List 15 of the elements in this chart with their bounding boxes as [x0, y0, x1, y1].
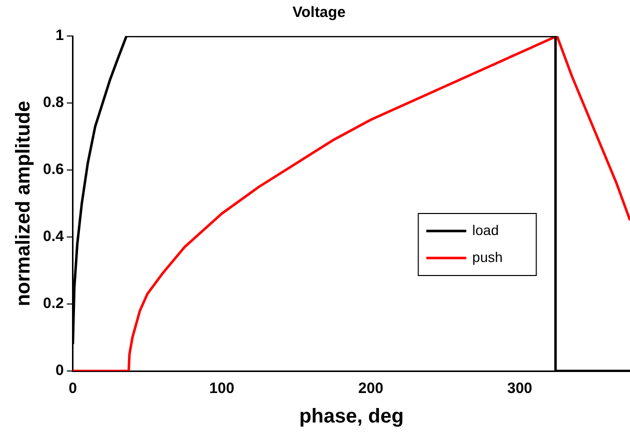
legend-label: load: [472, 222, 499, 238]
y-tick-label: 0.8: [42, 94, 64, 112]
y-tick-label: 0.2: [42, 295, 64, 312]
x-tick-label: 0: [68, 380, 78, 398]
x-tick-label: 100: [209, 380, 234, 398]
y-axis-title: normalized amplitude: [12, 100, 35, 306]
chart-title: Voltage: [292, 4, 346, 22]
x-axis-title: phase, deg: [299, 406, 404, 428]
y-tick-label: 0.4: [42, 228, 64, 246]
y-tick-label: 0: [56, 362, 64, 380]
legend-label: push: [472, 248, 503, 265]
y-tick-label: 1: [56, 27, 64, 44]
x-tick-label: 200: [358, 380, 384, 398]
y-tick-label: 0.6: [42, 161, 64, 178]
x-tick-label: 300: [507, 380, 532, 398]
